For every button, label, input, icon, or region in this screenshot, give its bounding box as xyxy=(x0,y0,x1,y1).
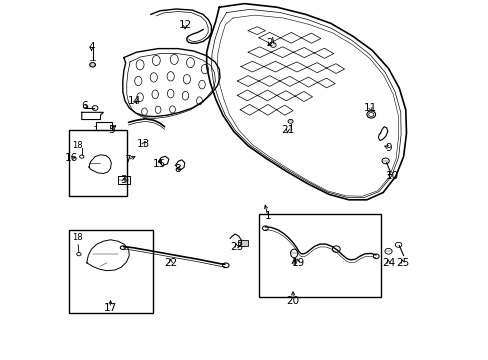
Text: 5: 5 xyxy=(108,125,114,135)
Text: 16: 16 xyxy=(64,153,78,163)
Text: 21: 21 xyxy=(281,125,294,135)
Text: 2: 2 xyxy=(266,38,272,48)
Text: 13: 13 xyxy=(137,139,150,149)
Text: 25: 25 xyxy=(395,258,408,268)
Text: 3: 3 xyxy=(121,175,127,185)
Text: 7: 7 xyxy=(124,155,131,165)
Text: 14: 14 xyxy=(128,96,141,106)
Text: 17: 17 xyxy=(104,303,117,313)
Text: 15: 15 xyxy=(153,159,166,169)
Text: 10: 10 xyxy=(385,171,398,181)
Text: 23: 23 xyxy=(229,242,243,252)
Text: 24: 24 xyxy=(381,258,394,268)
Text: 19: 19 xyxy=(291,258,305,268)
Text: 20: 20 xyxy=(286,296,299,306)
FancyBboxPatch shape xyxy=(238,240,247,246)
Text: 1: 1 xyxy=(264,211,271,221)
Text: 18: 18 xyxy=(72,141,83,150)
Text: 4: 4 xyxy=(88,42,95,52)
Text: 6: 6 xyxy=(81,101,87,111)
Text: 22: 22 xyxy=(164,258,177,268)
Text: 11: 11 xyxy=(363,103,376,113)
Text: 18: 18 xyxy=(72,233,83,242)
Text: 8: 8 xyxy=(174,164,181,174)
Text: 12: 12 xyxy=(178,20,191,30)
Text: 9: 9 xyxy=(385,143,391,153)
